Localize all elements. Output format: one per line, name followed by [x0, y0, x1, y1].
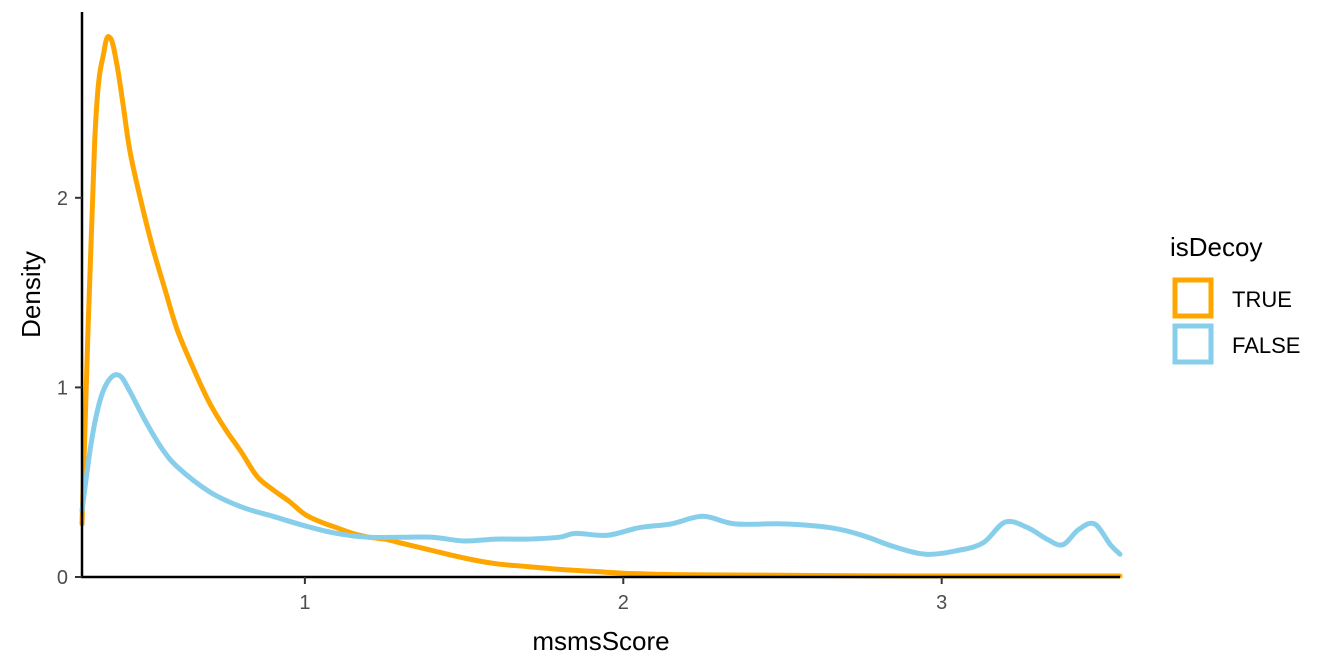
y-tick-label: 0 — [57, 567, 68, 589]
legend-key-false — [1172, 323, 1214, 365]
x-tick-label: 3 — [936, 592, 947, 614]
legend-title: isDecoy — [1170, 232, 1262, 262]
x-tick-label: 1 — [299, 592, 310, 614]
legend-key-true — [1172, 277, 1214, 319]
legend: isDecoy TRUE FALSE — [1170, 232, 1300, 365]
axes — [80, 12, 1120, 579]
series-line-true — [79, 34, 1123, 579]
y-tick-label: 2 — [57, 188, 68, 210]
x-tick-label: 2 — [618, 592, 629, 614]
y-axis-title: Density — [16, 251, 46, 338]
series-lines — [79, 34, 1123, 579]
y-tick-label: 1 — [57, 377, 68, 399]
legend-label-false: FALSE — [1232, 333, 1300, 358]
series-line-false — [79, 372, 1123, 557]
legend-label-true: TRUE — [1232, 287, 1292, 312]
x-axis-title: msmsScore — [532, 626, 669, 656]
ticks: 1 2 3 0 1 2 — [57, 188, 947, 614]
legend-items: TRUE FALSE — [1172, 277, 1300, 365]
